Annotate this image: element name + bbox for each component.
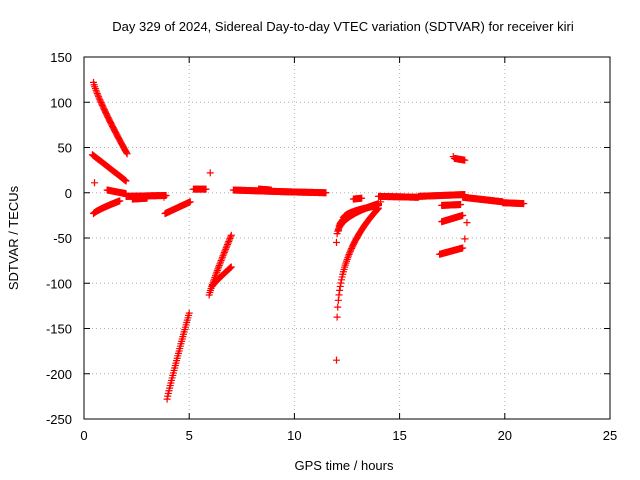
y-tick-label: 150: [50, 50, 72, 65]
data-point: [219, 252, 227, 260]
data-point: [221, 247, 229, 255]
data-point: [186, 198, 194, 206]
data-point: [215, 261, 223, 269]
data-point: [336, 282, 344, 290]
x-tick-label: 5: [186, 428, 193, 443]
data-point: [332, 356, 340, 364]
data-point: [225, 236, 233, 244]
x-axis-label: GPS time / hours: [295, 458, 394, 473]
data-point: [461, 192, 469, 200]
data-point: [457, 201, 465, 209]
data-points: [88, 78, 528, 403]
data-point: [346, 249, 354, 257]
data-point: [335, 291, 343, 299]
data-point: [222, 244, 230, 252]
y-tick-label: 0: [65, 186, 72, 201]
y-tick-label: -100: [46, 276, 72, 291]
data-point: [461, 235, 469, 243]
data-point: [358, 194, 366, 202]
data-point: [122, 177, 130, 185]
data-point: [267, 186, 275, 194]
data-point: [116, 197, 124, 205]
data-point: [202, 185, 210, 193]
data-point: [225, 237, 233, 245]
y-tick-label: 50: [58, 141, 72, 156]
x-tick-label: 0: [80, 428, 87, 443]
x-tick-label: 15: [392, 428, 406, 443]
y-tick-label: -50: [53, 231, 72, 246]
data-point: [227, 263, 235, 271]
x-tick-label: 10: [287, 428, 301, 443]
plot-frame: [83, 56, 611, 420]
data-point: [160, 193, 168, 201]
data-point: [220, 250, 228, 258]
data-point: [143, 194, 151, 202]
data-point: [123, 150, 131, 158]
data-point: [224, 239, 232, 247]
data-point: [226, 234, 234, 242]
axis-ticks: 0 5 10 15 20 25 150 100 50 0 -50 -100 -150 -200 -250: [46, 50, 617, 443]
data-point: [91, 85, 99, 93]
data-point: [213, 267, 221, 275]
data-point: [223, 242, 231, 250]
y-axis-label: SDTVAR / TECUs: [6, 185, 21, 290]
data-point: [520, 200, 528, 208]
data-point: [212, 272, 219, 280]
data-point: [94, 91, 102, 99]
data-point: [345, 250, 353, 258]
data-point: [222, 245, 230, 253]
data-point: [213, 268, 221, 276]
y-tick-label: 100: [50, 95, 72, 110]
data-point: [335, 227, 343, 235]
data-point: [93, 90, 101, 98]
grid: [84, 57, 610, 419]
data-point: [463, 219, 471, 227]
data-point: [214, 265, 222, 273]
data-point: [344, 254, 352, 262]
data-point: [344, 252, 352, 260]
data-point: [377, 198, 385, 206]
data-point: [336, 286, 344, 294]
data-point: [185, 309, 193, 317]
data-point: [333, 313, 341, 321]
data-point: [217, 258, 225, 266]
y-tick-label: -150: [46, 322, 72, 337]
data-point: [95, 94, 103, 102]
data-point: [217, 257, 225, 265]
y-tick-label: -200: [46, 367, 72, 382]
data-point: [206, 169, 214, 177]
data-point: [334, 296, 342, 304]
y-tick-label: -250: [46, 412, 72, 427]
data-point: [93, 88, 101, 96]
data-point: [218, 253, 226, 261]
chart-title: Day 329 of 2024, Sidereal Day-to-day VTE…: [112, 19, 574, 34]
x-tick-label: 25: [603, 428, 617, 443]
data-point: [223, 241, 231, 249]
data-point: [92, 86, 100, 94]
data-point: [91, 179, 99, 187]
data-point: [459, 211, 467, 219]
data-point: [227, 231, 235, 239]
data-point: [220, 248, 228, 256]
data-point: [215, 263, 223, 271]
data-point: [461, 156, 469, 164]
data-point: [334, 303, 342, 311]
data-point: [122, 149, 130, 157]
data-point: [332, 239, 340, 247]
x-tick-label: 20: [498, 428, 512, 443]
data-point: [459, 244, 467, 252]
data-point: [227, 233, 235, 241]
data-point: [216, 260, 224, 268]
data-point: [95, 93, 103, 101]
data-point: [322, 189, 330, 197]
data-point: [212, 270, 220, 278]
data-point: [449, 153, 457, 161]
data-point: [163, 395, 171, 403]
data-point: [218, 255, 226, 263]
data-point: [337, 279, 345, 287]
